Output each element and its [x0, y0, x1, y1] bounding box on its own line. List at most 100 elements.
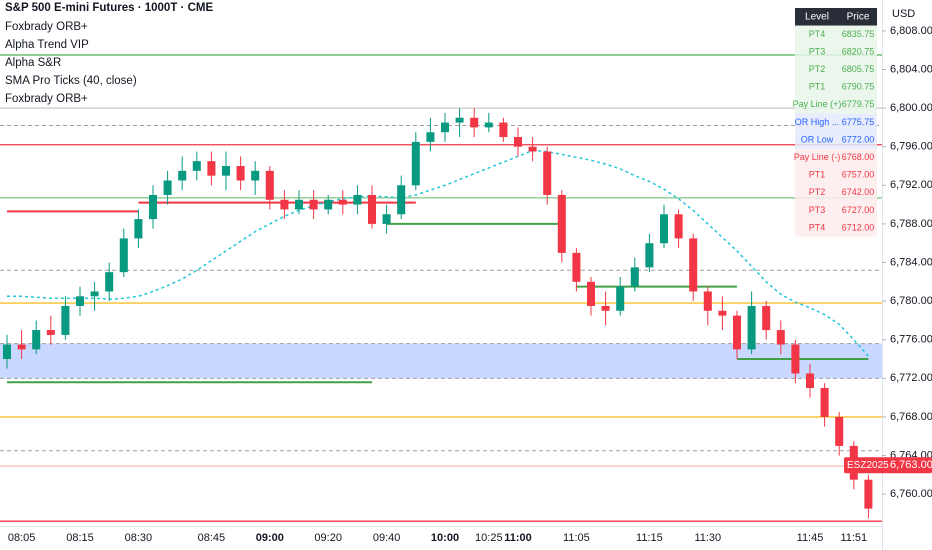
- candle-body: [674, 214, 683, 239]
- table-level: PT3: [809, 205, 826, 215]
- y-tick-label: 6,800.00: [890, 102, 932, 114]
- table-price: 6712.00: [842, 222, 875, 232]
- candle-body: [864, 479, 873, 509]
- x-tick-label: 09:20: [314, 532, 342, 544]
- table-price: 6742.00: [842, 187, 875, 197]
- candle-body: [543, 151, 552, 195]
- x-tick-label: 08:30: [125, 532, 153, 544]
- indicator-label[interactable]: Foxbrady ORB+: [5, 21, 88, 33]
- candle-body: [411, 141, 420, 186]
- currency-label: USD: [892, 8, 915, 20]
- candle-body: [367, 194, 377, 224]
- candle-body: [309, 199, 318, 210]
- x-tick-label: 11:05: [563, 532, 590, 544]
- table-level: PT2: [809, 187, 826, 197]
- indicator-label[interactable]: Alpha Trend VIP: [5, 39, 89, 51]
- x-tick-label: 09:00: [256, 532, 284, 544]
- chart-title: S&P 500 E-mini Futures · 1000T · CME: [5, 2, 213, 14]
- indicator-label[interactable]: SMA Pro Ticks (40, close): [5, 75, 137, 87]
- x-tick-label: 11:45: [797, 532, 824, 544]
- last-price-label: 6,763.00: [890, 459, 932, 471]
- candle-body: [397, 185, 406, 215]
- candle-body: [2, 344, 12, 360]
- candle-body: [61, 305, 70, 335]
- y-tick-label: 6,804.00: [890, 63, 932, 75]
- candle-body: [732, 315, 742, 350]
- last-price-tag: [844, 457, 932, 474]
- candle-body: [601, 305, 610, 311]
- table-price: 6805.75: [842, 64, 875, 74]
- table-row-bg: [795, 184, 877, 202]
- y-tick-label: 6,768.00: [890, 411, 932, 423]
- x-tick-label: 08:45: [198, 532, 226, 544]
- table-level: Pay Line (+): [793, 99, 842, 109]
- table-row-bg: [795, 113, 877, 132]
- candle-body: [17, 344, 26, 350]
- last-price-symbol: ESZ2025: [847, 460, 889, 471]
- y-tick-label: 6,808.00: [890, 25, 932, 37]
- table-price: 6820.75: [842, 46, 875, 56]
- y-tick-label: 6,796.00: [890, 141, 932, 153]
- candle-body: [499, 122, 508, 138]
- candle-body: [75, 296, 85, 306]
- table-row-bg: [795, 78, 877, 96]
- table-price: 6779.75: [842, 99, 875, 109]
- table-level: Pay Line (-): [794, 152, 841, 162]
- candle-body: [455, 117, 464, 123]
- candle-body: [134, 219, 143, 239]
- table-price: 6790.75: [842, 82, 875, 92]
- candle-body: [324, 199, 333, 210]
- table-level: PT2: [809, 64, 826, 74]
- candle-body: [586, 281, 596, 306]
- table-header-bg: [795, 8, 877, 26]
- table-price: 6768.00: [842, 152, 875, 162]
- candle-body: [148, 194, 158, 220]
- table-row-bg: [795, 131, 877, 149]
- candle-body: [280, 199, 289, 210]
- table-row-bg: [795, 43, 877, 61]
- table-level: PT4: [809, 29, 826, 39]
- table-header: Level: [805, 11, 829, 22]
- candle-body: [236, 166, 245, 181]
- table-level: PT3: [809, 46, 826, 56]
- x-tick-label: 08:05: [8, 532, 36, 544]
- indicator-label[interactable]: Foxbrady ORB+: [5, 93, 88, 105]
- table-price: 6775.75: [842, 117, 875, 127]
- candle-body: [747, 305, 756, 350]
- candle-body: [557, 194, 566, 253]
- x-tick-label: 09:40: [373, 532, 401, 544]
- candle-body: [426, 132, 435, 142]
- table-price: 6835.75: [842, 29, 875, 39]
- candle-body: [572, 252, 581, 282]
- candle-body: [382, 214, 391, 224]
- candle-body: [820, 387, 829, 417]
- candle-body: [645, 243, 654, 268]
- candle-body: [46, 330, 55, 335]
- table-row-bg: [795, 201, 877, 220]
- candle-body: [659, 214, 669, 244]
- candle-body: [221, 166, 231, 176]
- candle-body: [105, 272, 114, 292]
- x-tick-label: 08:15: [66, 532, 94, 544]
- candle-body: [805, 373, 815, 388]
- x-tick-label: 10:25: [475, 532, 503, 544]
- x-tick-label: 10:00: [431, 532, 459, 544]
- table-row-bg: [795, 219, 877, 237]
- indicator-label[interactable]: Alpha S&R: [5, 57, 61, 69]
- table-price: 6772.00: [842, 134, 875, 144]
- sma-line: [7, 149, 869, 357]
- candle-body: [630, 267, 639, 287]
- candle-body: [835, 416, 844, 446]
- candle-body: [776, 330, 785, 345]
- x-tick-label: 11:15: [636, 532, 663, 544]
- candle-body: [791, 344, 800, 374]
- table-row-bg: [795, 60, 877, 79]
- candle-body: [338, 199, 347, 205]
- candle-body: [265, 170, 274, 200]
- y-tick-label: 6,760.00: [890, 488, 932, 500]
- candle-body: [32, 330, 41, 350]
- table-level: PT4: [809, 222, 826, 232]
- candle-body: [440, 122, 450, 133]
- table-row-bg: [795, 166, 877, 184]
